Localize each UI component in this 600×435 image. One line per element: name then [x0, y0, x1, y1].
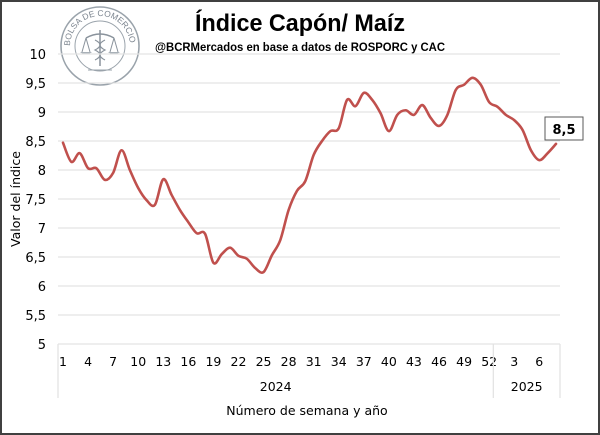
x-tick-label: 4 — [84, 354, 92, 369]
x-axis-ticks: 1 4 7 10 13 16 19 22 25 28 31 34 37 40 43 46 49 52 3 6 — [59, 354, 543, 369]
x-tick-label: 40 — [381, 354, 397, 369]
data-label-text: 8,5 — [552, 123, 575, 138]
y-axis-ticks: 5 5,5 6 6,5 7 7,5 8 8,5 9 9,5 10 — [25, 48, 46, 353]
x-tick-label: 52 — [481, 354, 497, 369]
x-tick-label: 6 — [535, 354, 543, 369]
year-group-label: 2024 — [260, 379, 292, 394]
x-tick-label: 13 — [155, 354, 171, 369]
bcr-logo: BOLSA DE COMERCIO DE ROSARIO — [0, 0, 140, 86]
y-tick-label: 7,5 — [25, 193, 46, 208]
y-tick-label: 5,5 — [25, 309, 46, 324]
y-tick-label: 6,5 — [25, 251, 46, 266]
year-group-label: 2025 — [511, 379, 543, 394]
y-tick-label: 6 — [38, 280, 46, 295]
y-axis-label: Valor del índice — [8, 151, 23, 247]
x-tick-label: 28 — [281, 354, 297, 369]
x-tick-label: 25 — [256, 354, 272, 369]
chart-title: Índice Capón/ Maíz — [195, 9, 405, 37]
x-tick-label: 46 — [431, 354, 447, 369]
x-tick-label: 37 — [356, 354, 372, 369]
gridlines — [58, 53, 560, 345]
x-axis-label: Número de semana y año — [226, 403, 387, 418]
y-tick-label: 8 — [38, 164, 46, 179]
x-tick-label: 31 — [306, 354, 322, 369]
x-axis-year-groups: 2024 2025 — [57, 344, 561, 398]
x-tick-label: 19 — [205, 354, 221, 369]
x-tick-label: 7 — [109, 354, 117, 369]
x-tick-label: 22 — [231, 354, 247, 369]
y-tick-label: 9,5 — [25, 77, 46, 92]
x-tick-label: 10 — [130, 354, 146, 369]
x-tick-label: 34 — [331, 354, 347, 369]
x-tick-label: 43 — [406, 354, 422, 369]
data-label-last: 8,5 — [544, 116, 584, 141]
x-tick-label: 49 — [456, 354, 472, 369]
y-tick-label: 5 — [38, 338, 46, 353]
y-tick-label: 8,5 — [25, 135, 46, 150]
x-tick-label: 16 — [180, 354, 196, 369]
x-tick-label: 1 — [59, 354, 67, 369]
series-points — [62, 76, 558, 273]
series-line — [61, 76, 558, 274]
y-tick-label: 9 — [38, 106, 46, 121]
x-tick-label: 3 — [510, 354, 518, 369]
chart-subtitle: @BCRMercados en base a datos de ROSPORC … — [155, 42, 445, 54]
y-tick-label: 7 — [38, 222, 46, 237]
y-tick-label: 10 — [29, 48, 46, 63]
